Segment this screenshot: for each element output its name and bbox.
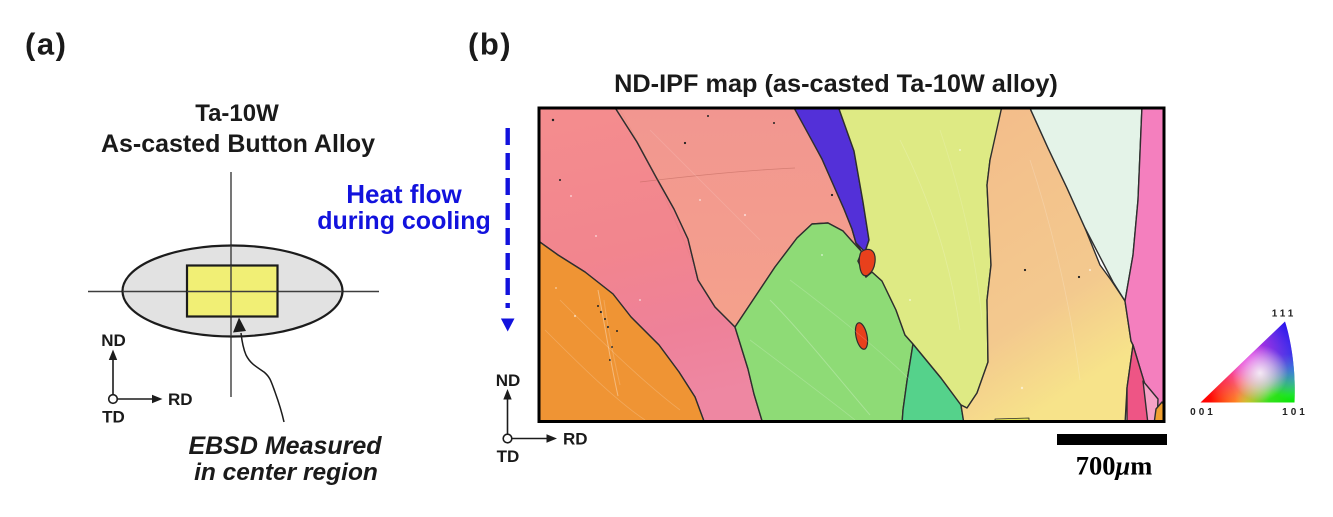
- svg-text:700μm: 700μm: [1076, 451, 1153, 481]
- svg-text:ND: ND: [496, 371, 521, 390]
- svg-text:TD: TD: [497, 447, 520, 466]
- svg-text:during cooling: during cooling: [317, 207, 491, 235]
- svg-text:TD: TD: [102, 408, 125, 427]
- svg-text:(a): (a): [25, 27, 67, 62]
- svg-text:101: 101: [1282, 407, 1308, 418]
- svg-text:Ta-10W: Ta-10W: [195, 100, 279, 127]
- svg-text:in center region: in center region: [194, 459, 378, 486]
- svg-text:(b): (b): [468, 27, 512, 62]
- svg-text:As-casted Button Alloy: As-casted Button Alloy: [101, 130, 375, 158]
- svg-text:ND-IPF map (as-casted Ta-10W a: ND-IPF map (as-casted Ta-10W alloy): [614, 70, 1058, 98]
- svg-text:RD: RD: [563, 430, 588, 449]
- svg-text:001: 001: [1190, 407, 1216, 418]
- svg-text:EBSD Measured: EBSD Measured: [188, 432, 382, 460]
- svg-text:111: 111: [1272, 309, 1297, 320]
- svg-text:RD: RD: [168, 390, 193, 409]
- svg-text:Heat flow: Heat flow: [346, 179, 462, 209]
- svg-text:ND: ND: [101, 331, 126, 350]
